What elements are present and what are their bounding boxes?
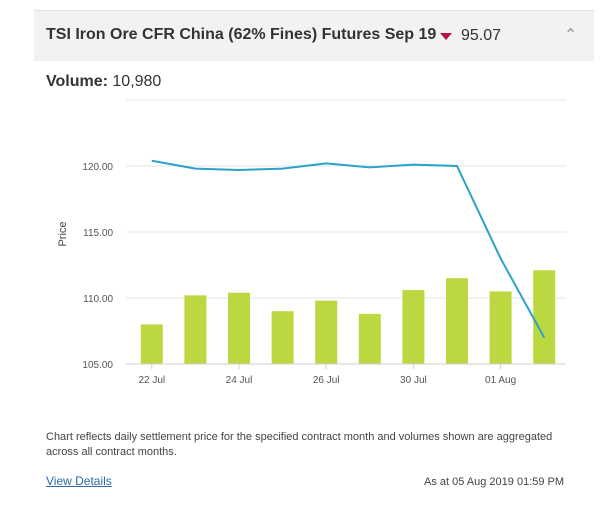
- volume-readout: Volume: 10,980: [46, 73, 161, 91]
- volume-bar: [228, 292, 250, 364]
- chevron-up-icon[interactable]: ⌃: [564, 27, 578, 44]
- price-line: [151, 159, 546, 339]
- volume-bar: [271, 311, 294, 364]
- y-tick-label: 115.00: [83, 228, 113, 239]
- x-tick-label: 01 Aug: [485, 375, 516, 386]
- volume-bar: [489, 291, 512, 364]
- volume-bar: [446, 278, 468, 364]
- last-price: 95.07: [461, 27, 502, 44]
- price-chart: 105.00 110.00 115.00 120.00 Price 22 Jul 24 Ju…: [57, 99, 566, 386]
- volume-bar: [315, 300, 338, 364]
- chart-note: Chart reflects daily settlement price fo…: [46, 431, 553, 458]
- y-tick-label: 120.00: [82, 162, 113, 173]
- as-at-timestamp: As at 05 Aug 2019 01:59 PM: [424, 476, 565, 488]
- volume-bar: [358, 313, 381, 364]
- x-tick-label: 22 Jul: [138, 375, 165, 386]
- y-tick-label: 105.00: [82, 360, 113, 371]
- volume-label: Volume:: [46, 73, 108, 90]
- x-tick-label: 24 Jul: [226, 375, 253, 386]
- card-header[interactable]: TSI Iron Ore CFR China (62% Fines) Futur…: [34, 10, 594, 61]
- y-tick-label: 110.00: [83, 294, 113, 305]
- volume-bar: [140, 324, 163, 364]
- contract-title: TSI Iron Ore CFR China (62% Fines) Futur…: [46, 26, 437, 43]
- triangle-down-icon: [440, 33, 452, 40]
- y-axis-label: Price: [57, 221, 69, 246]
- view-details-link[interactable]: View Details: [46, 474, 112, 488]
- x-tick-label: 26 Jul: [313, 375, 340, 386]
- volume-bar: [402, 290, 425, 364]
- x-tick-label: 30 Jul: [400, 375, 427, 386]
- volume-bar: [533, 270, 556, 364]
- volume-value: 10,980: [112, 73, 162, 90]
- volume-bar: [184, 295, 207, 364]
